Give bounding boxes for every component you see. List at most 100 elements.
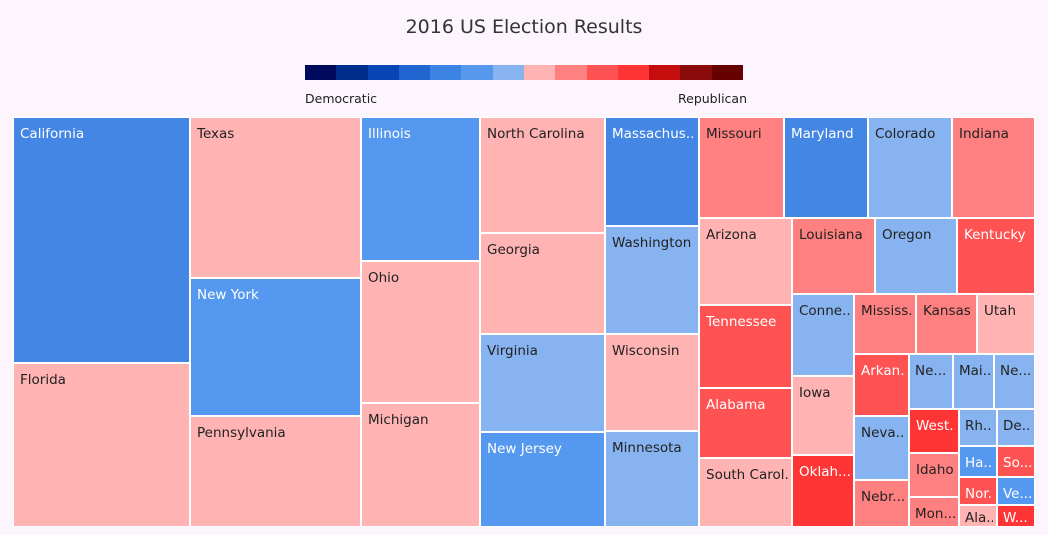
tile-north-carolina[interactable]: North Carolina (480, 117, 605, 233)
tile-california[interactable]: California (13, 117, 190, 363)
tile-rhode-island[interactable]: Rh... (959, 409, 997, 446)
tile-ohio[interactable]: Ohio (361, 261, 480, 403)
tile-south-carolina[interactable]: South Carol... (699, 458, 792, 527)
tile-label: Iowa (799, 385, 831, 401)
tile-illinois[interactable]: Illinois (361, 117, 480, 261)
tile-hawaii[interactable]: Ha... (959, 446, 997, 477)
tile-label: New Jersey (487, 441, 562, 457)
tile-wisconsin[interactable]: Wisconsin (605, 334, 699, 431)
tile-label: De... (1003, 418, 1031, 434)
tile-label: Ha... (965, 455, 993, 471)
tile-label: Idaho (916, 462, 954, 478)
tile-florida[interactable]: Florida (13, 363, 190, 527)
tile-label: Missouri (706, 126, 762, 142)
tile-label: Colorado (875, 126, 936, 142)
legend-swatch (367, 65, 399, 80)
tile-label: Conne... (799, 303, 850, 319)
tile-south-dakota[interactable]: So... (997, 446, 1035, 477)
legend-swatch (336, 65, 368, 80)
tile-wyoming[interactable]: W... (997, 505, 1035, 527)
tile-michigan[interactable]: Michigan (361, 403, 480, 527)
tile-iowa[interactable]: Iowa (792, 376, 854, 455)
legend-label-democratic: Democratic (305, 91, 378, 106)
tile-montana[interactable]: Mon... (909, 497, 959, 527)
tile-kentucky[interactable]: Kentucky (957, 218, 1035, 294)
tile-utah[interactable]: Utah (977, 294, 1035, 354)
tile-oregon[interactable]: Oregon (875, 218, 957, 294)
tile-alabama[interactable]: Alabama (699, 388, 792, 458)
tile-missouri[interactable]: Missouri (699, 117, 784, 218)
tile-label: West... (916, 418, 955, 434)
tile-label: South Carol... (706, 467, 788, 483)
tile-maine[interactable]: Mai... (953, 354, 994, 409)
tile-west-virginia[interactable]: West... (909, 409, 959, 453)
tile-label: Texas (197, 126, 235, 142)
tile-label: Mon... (915, 506, 955, 522)
tile-north-dakota[interactable]: Nor... (959, 477, 997, 505)
legend-swatch (711, 65, 743, 80)
tile-pennsylvania[interactable]: Pennsylvania (190, 416, 361, 527)
tile-label: Massachus... (612, 126, 695, 142)
tile-label: Oregon (882, 227, 932, 243)
tile-texas[interactable]: Texas (190, 117, 361, 278)
tile-new-mexico[interactable]: Ne... (909, 354, 953, 409)
tile-delaware[interactable]: De... (997, 409, 1035, 446)
tile-label: Louisiana (799, 227, 863, 243)
legend-swatch (492, 65, 524, 80)
tile-maryland[interactable]: Maryland (784, 117, 868, 218)
legend-swatch (461, 65, 493, 80)
tile-washington[interactable]: Washington (605, 226, 699, 334)
tile-label: Maryland (791, 126, 854, 142)
tile-louisiana[interactable]: Louisiana (792, 218, 875, 294)
tile-virginia[interactable]: Virginia (480, 334, 605, 432)
tile-idaho[interactable]: Idaho (909, 453, 959, 497)
tile-mississippi[interactable]: Mississ... (854, 294, 916, 354)
tile-label: Georgia (487, 242, 540, 258)
legend-swatch (523, 65, 556, 80)
legend-swatch (680, 65, 712, 80)
tile-label: Kentucky (964, 227, 1026, 243)
tile-label: W... (1003, 510, 1028, 526)
tile-new-hampshire[interactable]: Ne... (994, 354, 1035, 409)
tile-alaska[interactable]: Ala... (959, 505, 997, 527)
tile-label: Kansas (923, 303, 971, 319)
treemap: California Florida Texas New York Pennsylvan… (13, 117, 1036, 527)
tile-label: North Carolina (487, 126, 585, 142)
tile-arkansas[interactable]: Arkan... (854, 354, 909, 416)
tile-label: Neva... (861, 425, 905, 441)
tile-label: Ohio (368, 270, 400, 286)
tile-arizona[interactable]: Arizona (699, 218, 792, 305)
tile-label: Ala... (965, 510, 993, 526)
tile-tennessee[interactable]: Tennessee (699, 305, 792, 388)
tile-new-york[interactable]: New York (190, 278, 361, 416)
tile-massachusetts[interactable]: Massachus... (605, 117, 699, 226)
tile-label: Florida (20, 372, 66, 388)
chart-title: 2016 US Election Results (405, 16, 643, 38)
tile-label: Arkan... (861, 363, 905, 379)
tile-label: Arizona (706, 227, 757, 243)
tile-minnesota[interactable]: Minnesota (605, 431, 699, 527)
tile-connecticut[interactable]: Conne... (792, 294, 854, 376)
legend-label-republican: Republican (678, 91, 748, 106)
tile-georgia[interactable]: Georgia (480, 233, 605, 334)
tile-vermont[interactable]: Ve... (997, 477, 1035, 505)
legend-swatch (617, 65, 650, 80)
tile-label: Ve... (1003, 486, 1031, 502)
tile-oklahoma[interactable]: Oklah... (792, 455, 854, 527)
tile-label: Nebr... (861, 489, 905, 505)
tile-kansas[interactable]: Kansas (916, 294, 977, 354)
legend-swatch (586, 65, 618, 80)
tile-nevada[interactable]: Neva... (854, 416, 909, 480)
tile-label: Illinois (368, 126, 411, 142)
tile-colorado[interactable]: Colorado (868, 117, 952, 218)
tile-new-jersey[interactable]: New Jersey (480, 432, 605, 527)
tile-label: Mississ... (861, 303, 912, 319)
tile-label: Ne... (1000, 363, 1031, 379)
tile-label: Virginia (487, 343, 538, 359)
tile-nebraska[interactable]: Nebr... (854, 480, 909, 527)
legend-swatch (398, 65, 431, 80)
tile-indiana[interactable]: Indiana (952, 117, 1035, 218)
tile-label: Ne... (915, 363, 947, 379)
legend-swatch (305, 65, 337, 80)
tile-label: Indiana (959, 126, 1009, 142)
